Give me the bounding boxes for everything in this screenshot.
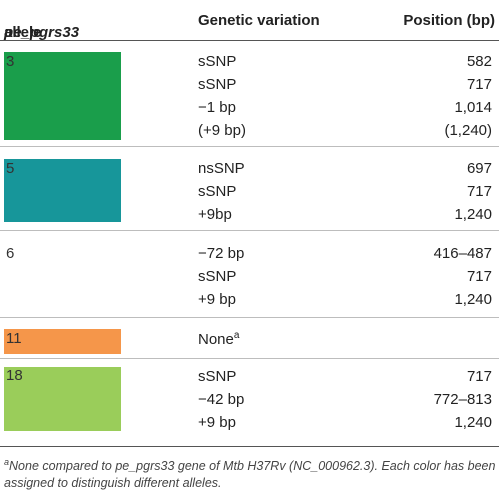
header-position: Position (bp) [403,12,495,29]
table-row: −1 bp 1,014 [198,99,492,116]
table-row: +9 bp 1,240 [198,414,492,431]
table-row: Nonea [198,330,240,348]
allele-number: 5 [6,160,15,177]
table-row: +9 bp 1,240 [198,291,492,308]
allele-group-6: 6 −72 bp 416–487 sSNP 717 +9 bp 1,240 [0,231,499,318]
allele-group-3: 3 sSNP 582 sSNP 717 −1 bp 1,014 (+9 bp) (1,2… [0,41,499,147]
allele-color-swatch [4,159,121,222]
allele-number: 6 [6,245,15,262]
table-row: −72 bp 416–487 [198,245,492,262]
table-row: sSNP 717 [198,183,492,200]
table-footnote: aNone compared to pe_pgrs33 gene of Mtb … [4,457,496,491]
table-row: (+9 bp) (1,240) [198,122,492,139]
allele-group-5: 5 nsSNP 697 sSNP 717 +9bp 1,240 [0,147,499,231]
allele-color-swatch [4,52,121,140]
allele-color-swatch [4,367,121,431]
table-row: sSNP 717 [198,368,492,385]
allele-group-18: 18 sSNP 717 −42 bp 772–813 +9 bp 1,240 [0,359,499,447]
header-genetic-variation: Genetic variation [198,12,320,29]
allele-group-11: 11 Nonea [0,318,499,359]
table-row: sSNP 717 [198,268,492,285]
table-header: pe_pgrs33 allele Genetic variation Posit… [0,0,499,41]
allele-number: 18 [6,367,23,384]
allele-number: 11 [6,330,22,347]
table-row: nsSNP 697 [198,160,492,177]
table-row: sSNP 582 [198,53,492,70]
allele-color-swatch [4,329,121,354]
table-row: −42 bp 772–813 [198,391,492,408]
table-row: +9bp 1,240 [198,206,492,223]
allele-number: 3 [6,53,15,70]
table-row: sSNP 717 [198,76,492,93]
